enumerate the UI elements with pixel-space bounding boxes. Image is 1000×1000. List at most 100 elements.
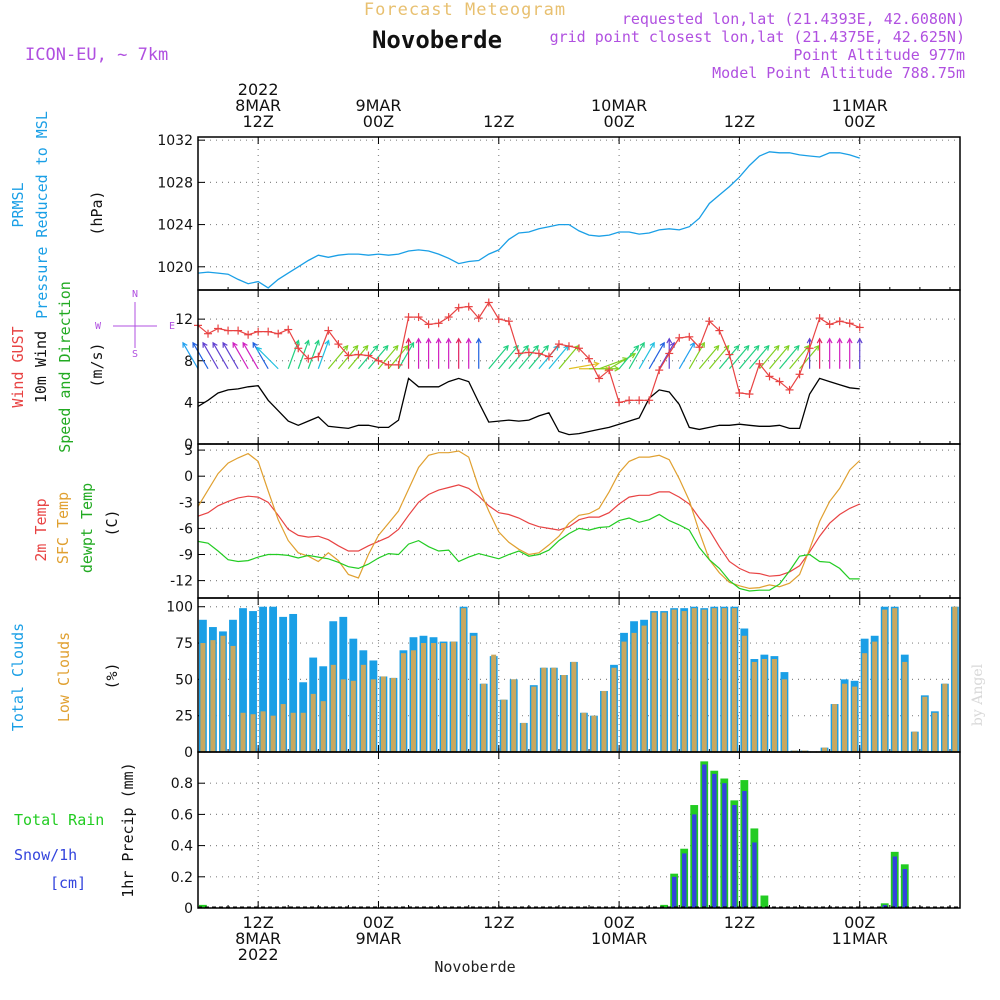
compass-w: W [95, 321, 102, 332]
wind-arrowhead [455, 337, 462, 344]
ytick-label: 12 [175, 312, 193, 328]
wind-arrowhead [614, 365, 621, 372]
wind-arrow [297, 340, 310, 369]
compass-n: N [132, 289, 138, 300]
wind-arrow [738, 345, 760, 370]
wind-arrowhead [202, 341, 208, 348]
wind-arrowhead [362, 344, 369, 351]
wind-arrowhead [232, 341, 238, 348]
rain-bar [660, 904, 669, 908]
gridpoint-coords: grid point closest lon,lat (21.4375E, 42… [550, 28, 965, 46]
pressure-unit: (hPa) [88, 190, 106, 235]
wind-arrowhead [793, 344, 800, 351]
wind-arrow [568, 362, 599, 370]
ytick-label: 1032 [157, 133, 193, 149]
location-title: Novoberde [372, 26, 502, 54]
low-cloud-bar [872, 641, 878, 752]
low-cloud-bar [280, 704, 286, 752]
snow-bar [732, 805, 737, 908]
ytick-label: 0 [184, 745, 193, 761]
wind-arrowhead [304, 339, 310, 346]
snow-label: Snow/1h [14, 846, 77, 864]
low-cloud-bar [511, 679, 517, 752]
wind-arrow [488, 345, 509, 370]
ytick-label: 0 [184, 437, 193, 453]
clouds-unit: (%) [103, 662, 121, 689]
wind-arrowhead [523, 344, 529, 351]
temp-unit: (C) [103, 509, 121, 536]
low-cloud-bar [621, 641, 627, 752]
wind-arrowhead [372, 344, 379, 351]
wind-arrowhead [659, 341, 665, 348]
wind-arrowhead [475, 337, 482, 344]
low-cloud-bar [741, 635, 747, 752]
low-cloud-bar [681, 611, 687, 752]
low-cloud-bar [491, 654, 497, 752]
wind-arrowhead [352, 344, 359, 351]
wind-arrow [779, 345, 800, 370]
low-cloud-bar [641, 625, 647, 752]
ytick-label: 1020 [157, 260, 193, 276]
low-cloud-bar [260, 711, 266, 752]
low-cloud-bar [300, 712, 306, 752]
low-cloud-bar [501, 699, 507, 752]
low-cloud-bar [661, 612, 667, 752]
ytick-label: -9 [179, 547, 193, 563]
wind-arrow [242, 342, 259, 370]
snow-bar [742, 791, 747, 908]
snow-bar [882, 904, 888, 908]
ytick-label: 0 [184, 469, 193, 485]
wind-arrowhead [753, 344, 760, 351]
top-time-label: 00Z [844, 112, 875, 131]
bottom-time-label: 00Z [844, 913, 875, 932]
wind-arrow [608, 353, 636, 370]
wind-arrowhead [294, 339, 300, 346]
top-time-label: 12Z [242, 112, 273, 131]
wind-arrow [638, 342, 655, 370]
ytick-label: 0.6 [171, 807, 193, 823]
wind-arrow [182, 342, 199, 370]
requested-coords: requested lon,lat (21.4393E, 42.6080N) [622, 10, 965, 28]
wind-arrow [232, 342, 249, 370]
wind-arrowhead [222, 341, 228, 348]
low-cloud-bar [882, 609, 888, 752]
low-cloud-bar [922, 696, 928, 752]
snow-bar [902, 869, 908, 908]
wind-arrowhead [212, 341, 218, 348]
wind-arrowhead [826, 337, 833, 344]
wind-arrowhead [649, 341, 655, 348]
low-cloud-bar [601, 690, 607, 752]
low-cloud-bar [541, 667, 547, 752]
low-cloud-bar [902, 661, 908, 752]
wind-arrow [789, 345, 810, 370]
low-cloud-bar [822, 747, 828, 752]
rain-label: Total Rain [14, 811, 104, 829]
wind-arrowhead [503, 344, 509, 351]
top-time-label: 11MAR [832, 96, 888, 115]
wind-arrowhead [405, 337, 412, 344]
wind-arrow [378, 345, 399, 370]
top-time-label: 9MAR [355, 96, 401, 115]
wind-arrowhead [533, 344, 539, 351]
low-cloud-bar [551, 667, 557, 752]
wind-arrowhead [543, 344, 549, 351]
top-time-label: 8MAR [235, 96, 281, 115]
low-cloud-bar [441, 643, 447, 752]
top-time-label: 10MAR [591, 96, 647, 115]
ytick-label: 8 [184, 354, 193, 370]
snow-bar [682, 853, 687, 908]
total-cloud-bar [239, 608, 247, 752]
wind-arrow [678, 342, 695, 370]
low-cloud-bar [952, 606, 958, 752]
wind-arrowhead [242, 341, 248, 348]
low-clouds-label: Low Clouds [55, 632, 73, 722]
ytick-label: 1028 [157, 175, 193, 191]
pressure-line [197, 151, 860, 289]
wind-arrow [498, 345, 519, 370]
bottom-time-label: 12Z [242, 913, 273, 932]
compass-e: E [169, 321, 175, 332]
wind-arrowhead [342, 344, 349, 351]
low-cloud-bar [330, 664, 336, 752]
rain-bar [760, 895, 769, 908]
wind-arrowhead [743, 344, 750, 351]
